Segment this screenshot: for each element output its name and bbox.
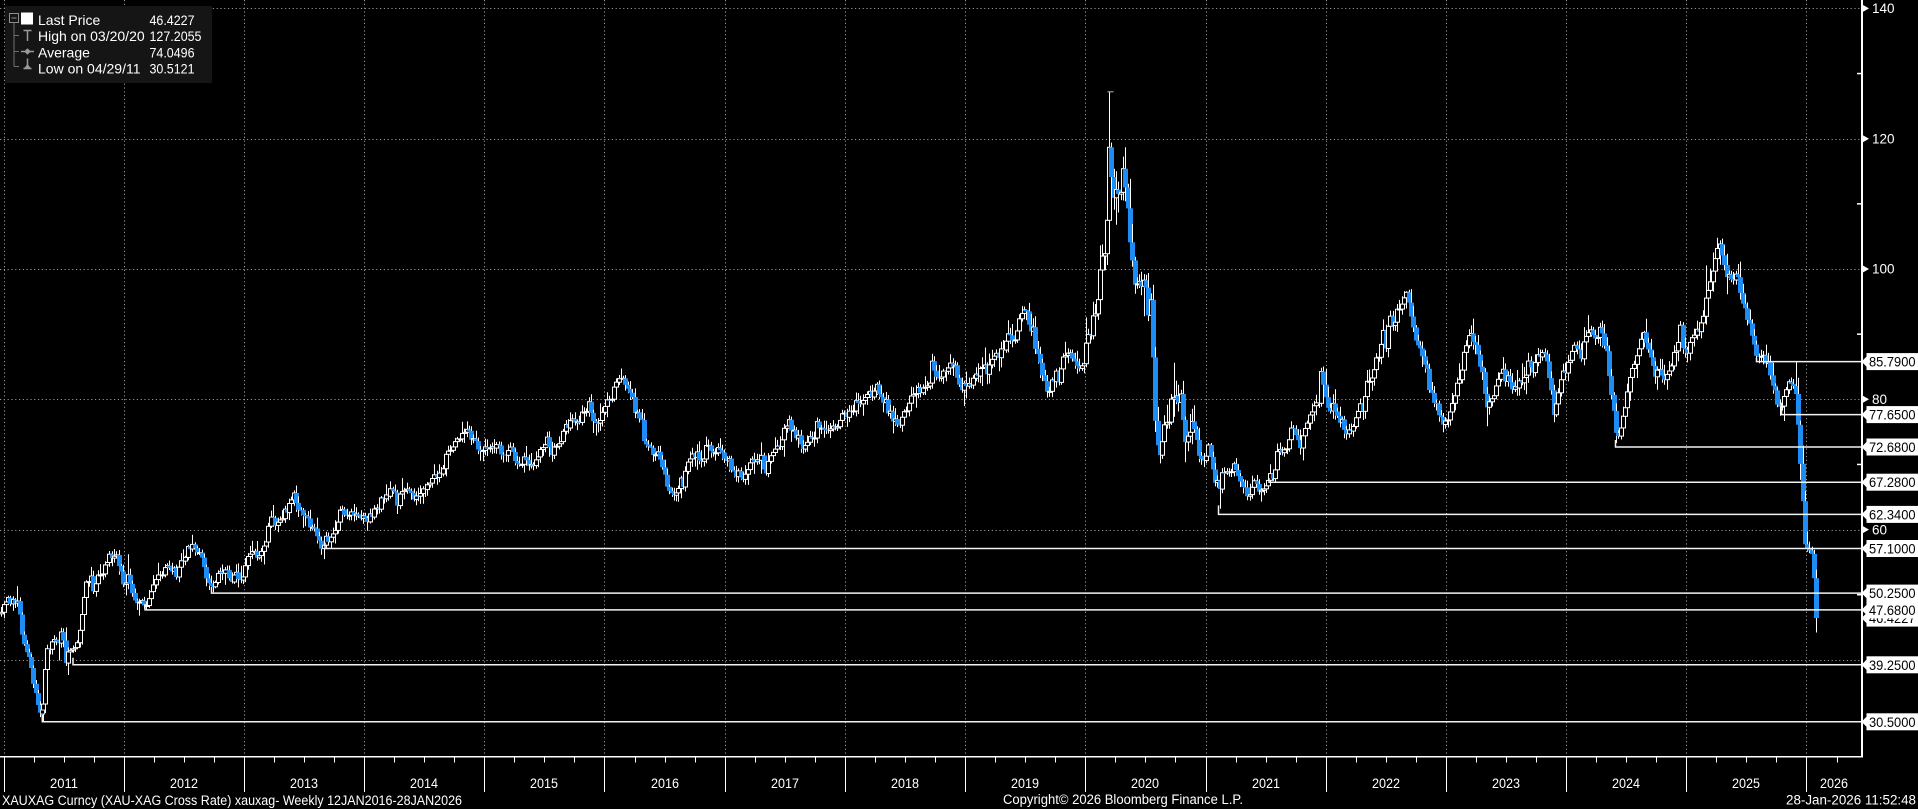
svg-text:Copyright© 2026 Bloomberg Fina: Copyright© 2026 Bloomberg Finance L.P. (1003, 792, 1243, 807)
svg-text:85.7900: 85.7900 (1869, 354, 1916, 370)
svg-text:2020: 2020 (1131, 776, 1159, 791)
svg-text:Average: Average (38, 44, 90, 60)
svg-text:2015: 2015 (530, 776, 558, 791)
svg-text:46.4227: 46.4227 (150, 12, 195, 28)
svg-text:120: 120 (1872, 131, 1895, 146)
svg-text:2025: 2025 (1732, 776, 1760, 791)
svg-text:2017: 2017 (771, 776, 799, 791)
svg-text:140: 140 (1872, 1, 1895, 16)
svg-text:2013: 2013 (290, 776, 318, 791)
svg-text:2018: 2018 (891, 776, 919, 791)
svg-text:47.6800: 47.6800 (1869, 602, 1916, 618)
svg-text:77.6500: 77.6500 (1869, 407, 1916, 423)
svg-text:Last Price: Last Price (38, 12, 100, 28)
svg-text:50.2500: 50.2500 (1869, 585, 1916, 601)
svg-text:2026: 2026 (1820, 776, 1848, 791)
svg-text:100: 100 (1872, 262, 1895, 277)
svg-text:30.5000: 30.5000 (1869, 714, 1916, 730)
svg-text:XAUXAG Curncy (XAU-XAG Cross R: XAUXAG Curncy (XAU-XAG Cross Rate) xauxa… (2, 793, 462, 808)
svg-text:30.5121: 30.5121 (150, 61, 195, 77)
svg-text:2024: 2024 (1612, 776, 1640, 791)
svg-text:Low on 04/29/11: Low on 04/29/11 (38, 61, 141, 77)
svg-text:28-Jan-2026 11:52:48: 28-Jan-2026 11:52:48 (1786, 793, 1916, 808)
svg-text:2012: 2012 (170, 776, 198, 791)
svg-text:2023: 2023 (1492, 776, 1520, 791)
svg-text:127.2055: 127.2055 (150, 28, 202, 44)
svg-text:74.0496: 74.0496 (150, 44, 195, 60)
svg-text:80: 80 (1872, 392, 1887, 407)
svg-text:2014: 2014 (410, 776, 438, 791)
svg-text:67.2800: 67.2800 (1869, 474, 1916, 490)
svg-text:39.2500: 39.2500 (1869, 657, 1916, 673)
svg-text:2019: 2019 (1011, 776, 1039, 791)
svg-text:72.6800: 72.6800 (1869, 439, 1916, 455)
svg-text:2021: 2021 (1252, 776, 1280, 791)
svg-text:60: 60 (1872, 522, 1887, 537)
svg-text:62.3400: 62.3400 (1869, 506, 1916, 522)
svg-text:High on 03/20/20: High on 03/20/20 (38, 28, 145, 44)
svg-text:2016: 2016 (651, 776, 679, 791)
svg-text:57.1000: 57.1000 (1869, 541, 1916, 557)
svg-text:2022: 2022 (1372, 776, 1400, 791)
svg-text:2011: 2011 (50, 776, 78, 791)
